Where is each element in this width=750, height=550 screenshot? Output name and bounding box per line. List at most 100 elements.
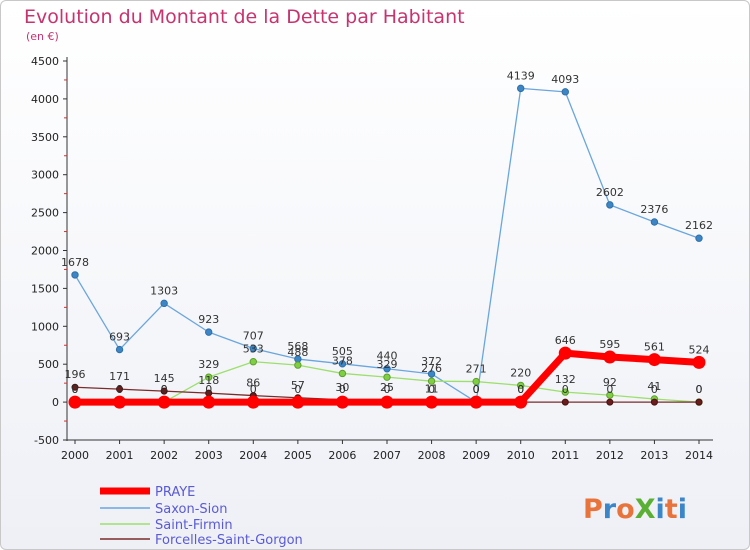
data-label-saint-firmin: 329 [377,358,398,371]
data-label-saxon-sion: 2376 [640,203,668,216]
y-tick-label: 3000 [31,169,59,182]
data-label-forcelles-saint-gorgon: 30 [335,381,349,394]
point-forcelles-saint-gorgon [116,385,124,393]
y-tick-label: 2500 [31,207,59,220]
data-label-saint-firmin: 488 [287,346,308,359]
data-label-praye: 646 [555,334,576,347]
point-praye [692,355,706,369]
legend-label-praye: PRAYE [155,485,195,500]
data-label-forcelles-saint-gorgon: 25 [380,381,394,394]
point-praye [157,395,171,409]
point-praye [202,395,216,409]
legend-label-saint-firmin: Saint-Firmin [155,518,233,533]
logo-letter: P [583,494,603,525]
data-label-forcelles-saint-gorgon: 0 [606,383,613,396]
point-praye [603,350,617,364]
x-tick-label: 2005 [284,449,312,462]
x-tick-label: 2012 [596,449,624,462]
data-label-saint-firmin: 0 [161,383,168,396]
y-tick-label: -500 [34,434,59,447]
data-label-saint-firmin: 276 [421,362,442,375]
y-tick-label: 1500 [31,282,59,295]
data-label-saint-firmin: 0 [116,383,123,396]
data-label-praye: 0 [250,383,257,396]
y-tick-label: 4500 [31,55,59,68]
point-forcelles-saint-gorgon [561,398,569,406]
point-forcelles-saint-gorgon [650,398,658,406]
data-label-praye: 0 [517,383,524,396]
point-praye [514,395,528,409]
data-label-praye: 0 [428,383,435,396]
point-praye [113,395,127,409]
y-tick-label: 0 [52,396,59,409]
data-label-forcelles-saint-gorgon: 57 [291,379,305,392]
data-label-forcelles-saint-gorgon: 171 [109,370,130,383]
point-saint-firmin [606,391,614,399]
data-label-praye: 561 [644,341,665,354]
series-layer [68,84,706,409]
point-saint-firmin [205,373,213,381]
data-label-saxon-sion: 568 [287,340,308,353]
point-saxon-sion [71,271,79,279]
data-label-praye: 0 [473,383,480,396]
legend: PRAYE Saxon-SionSaint-FirminForcelles-Sai… [100,485,303,548]
point-forcelles-saint-gorgon [606,398,614,406]
point-praye [335,395,349,409]
point-saxon-sion [383,365,391,373]
data-label-praye: 0 [294,383,301,396]
x-tick-label: 2004 [239,449,267,462]
point-saxon-sion [517,84,525,93]
legend-label-forcelles-saint-gorgon: Forcelles-Saint-Gorgon [155,533,303,548]
point-saxon-sion [205,328,213,336]
data-label-saxon-sion: 4093 [551,73,579,86]
data-label-forcelles-saint-gorgon: 0 [651,383,658,396]
data-label-forcelles-saint-gorgon: 118 [198,374,219,387]
y-tick-label: 3500 [31,131,59,144]
x-tick-label: 2011 [551,449,579,462]
data-label-saint-firmin: 92 [603,376,617,389]
point-saint-firmin [427,377,436,385]
point-forcelles-saint-gorgon [160,387,168,395]
logo-letter: r [603,494,617,525]
point-saxon-sion [561,88,569,96]
data-labels: 0 0 0 0 0 0 0 0 0 0 0 646 595 561 524 1678 693 1303 923 707… [61,69,713,396]
data-label-saint-firmin: 378 [332,354,353,367]
data-label-saint-firmin: 0 [696,383,703,396]
data-label-saxon-sion: 923 [198,313,219,326]
point-saxon-sion [160,299,168,308]
point-praye [291,395,305,409]
data-label-praye: 524 [689,343,710,356]
chart-subtitle: (en €) [26,30,59,43]
point-saint-firmin [517,381,525,390]
point-praye [380,395,394,409]
data-label-saxon-sion: 2602 [596,186,624,199]
data-label-saxon-sion: 1678 [61,256,89,269]
x-tick-label: 2000 [61,449,89,462]
data-label-forcelles-saint-gorgon: 86 [246,377,260,390]
point-praye [647,353,661,367]
data-label-forcelles-saint-gorgon: 0 [696,383,703,396]
x-tick-label: 2010 [507,449,535,462]
logo-letter: i [656,494,665,525]
point-saint-firmin [338,369,347,378]
data-label-praye: 0 [205,383,212,396]
chart-title: Evolution du Montant de la Dette par Hab… [24,6,465,28]
data-label-forcelles-saint-gorgon: 0 [517,383,524,396]
point-saxon-sion [650,218,659,226]
data-label-praye: 0 [116,383,123,396]
data-label-saint-firmin: 533 [243,343,264,356]
point-saint-firmin [249,357,257,366]
point-saint-firmin [383,373,391,381]
data-label-forcelles-saint-gorgon: 196 [65,368,86,381]
data-label-praye: 595 [599,338,620,351]
point-saxon-sion [695,234,703,242]
x-tick-label: 2007 [373,449,401,462]
point-forcelles-saint-gorgon [71,383,79,391]
point-praye [246,395,260,409]
data-label-praye: 0 [384,383,391,396]
point-saxon-sion [606,201,614,209]
data-label-forcelles-saint-gorgon: 0 [473,383,480,396]
point-saxon-sion [338,360,347,368]
data-label-saxon-sion: 4139 [507,69,535,82]
